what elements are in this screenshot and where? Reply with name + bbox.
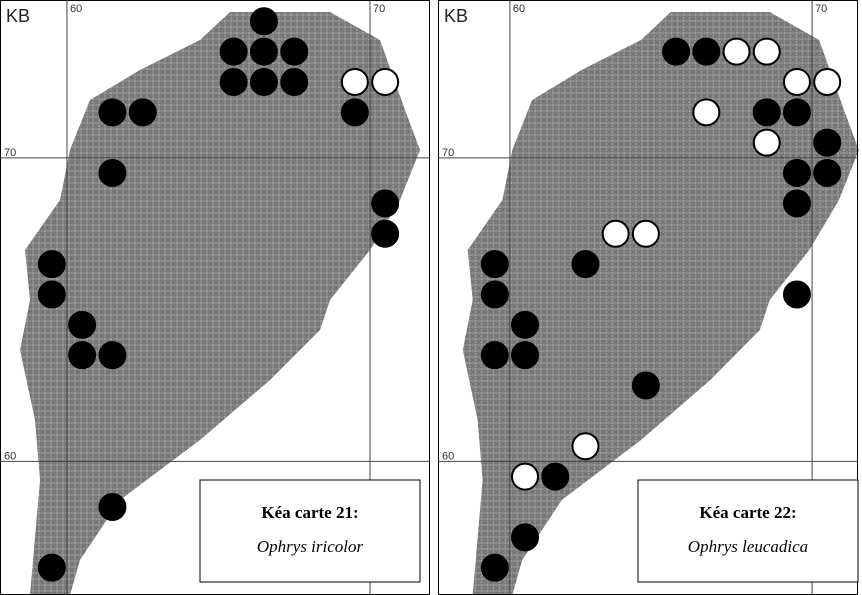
grid-label: KB bbox=[6, 6, 30, 26]
caption-title: Kéa carte 22: bbox=[699, 503, 796, 522]
record-dot bbox=[784, 160, 810, 186]
record-dot bbox=[572, 251, 598, 277]
record-dot bbox=[542, 464, 568, 490]
record-dot bbox=[99, 160, 125, 186]
record-dot bbox=[784, 69, 810, 95]
record-dot bbox=[724, 39, 750, 65]
record-dot bbox=[99, 494, 125, 520]
record-dot bbox=[39, 251, 65, 277]
record-dot bbox=[784, 99, 810, 125]
record-dot bbox=[512, 464, 538, 490]
record-dot bbox=[342, 99, 368, 125]
caption-box bbox=[200, 480, 420, 582]
record-dot bbox=[693, 99, 719, 125]
record-dot bbox=[784, 281, 810, 307]
record-dot bbox=[221, 69, 247, 95]
record-dot bbox=[814, 69, 840, 95]
record-dot bbox=[251, 69, 277, 95]
record-dot bbox=[69, 312, 95, 338]
record-dot bbox=[39, 555, 65, 581]
record-dot bbox=[372, 221, 398, 247]
record-dot bbox=[814, 160, 840, 186]
record-dot bbox=[482, 251, 508, 277]
record-dot bbox=[281, 69, 307, 95]
record-dot bbox=[482, 555, 508, 581]
record-dot bbox=[99, 342, 125, 368]
x-tick-label: 60 bbox=[513, 3, 525, 15]
caption-species: Ophrys iricolor bbox=[257, 537, 364, 556]
record-dot bbox=[251, 8, 277, 34]
record-dot bbox=[663, 39, 689, 65]
record-dot bbox=[482, 342, 508, 368]
record-dot bbox=[754, 130, 780, 156]
record-dot bbox=[754, 39, 780, 65]
record-dot bbox=[693, 39, 719, 65]
record-dot bbox=[372, 69, 398, 95]
grid-label: KB bbox=[444, 6, 468, 26]
record-dot bbox=[99, 99, 125, 125]
record-dot bbox=[39, 281, 65, 307]
y-tick-label: 60 bbox=[4, 450, 16, 462]
record-dot bbox=[342, 69, 368, 95]
record-dot bbox=[784, 190, 810, 216]
record-dot bbox=[281, 39, 307, 65]
caption-species: Ophrys leucadica bbox=[688, 537, 808, 556]
x-tick-label: 70 bbox=[373, 3, 385, 15]
caption-title: Kéa carte 21: bbox=[261, 503, 358, 522]
record-dot bbox=[512, 312, 538, 338]
record-dot bbox=[482, 281, 508, 307]
record-dot bbox=[814, 130, 840, 156]
record-dot bbox=[130, 99, 156, 125]
x-tick-label: 70 bbox=[815, 3, 827, 15]
record-dot bbox=[512, 342, 538, 368]
record-dot bbox=[251, 39, 277, 65]
record-dot bbox=[633, 221, 659, 247]
record-dot bbox=[372, 190, 398, 216]
y-tick-label: 70 bbox=[4, 147, 16, 159]
record-dot bbox=[603, 221, 629, 247]
y-tick-label: 70 bbox=[442, 147, 454, 159]
record-dot bbox=[633, 373, 659, 399]
record-dot bbox=[754, 99, 780, 125]
record-dot bbox=[512, 524, 538, 550]
caption-box bbox=[638, 480, 858, 582]
record-dot bbox=[572, 433, 598, 459]
record-dot bbox=[221, 39, 247, 65]
y-tick-label: 60 bbox=[442, 450, 454, 462]
x-tick-label: 60 bbox=[70, 3, 82, 15]
record-dot bbox=[69, 342, 95, 368]
map-figure: 60 70 60 70 KB Kéa carte 21: Ophrys iricolor 60… bbox=[0, 0, 862, 595]
